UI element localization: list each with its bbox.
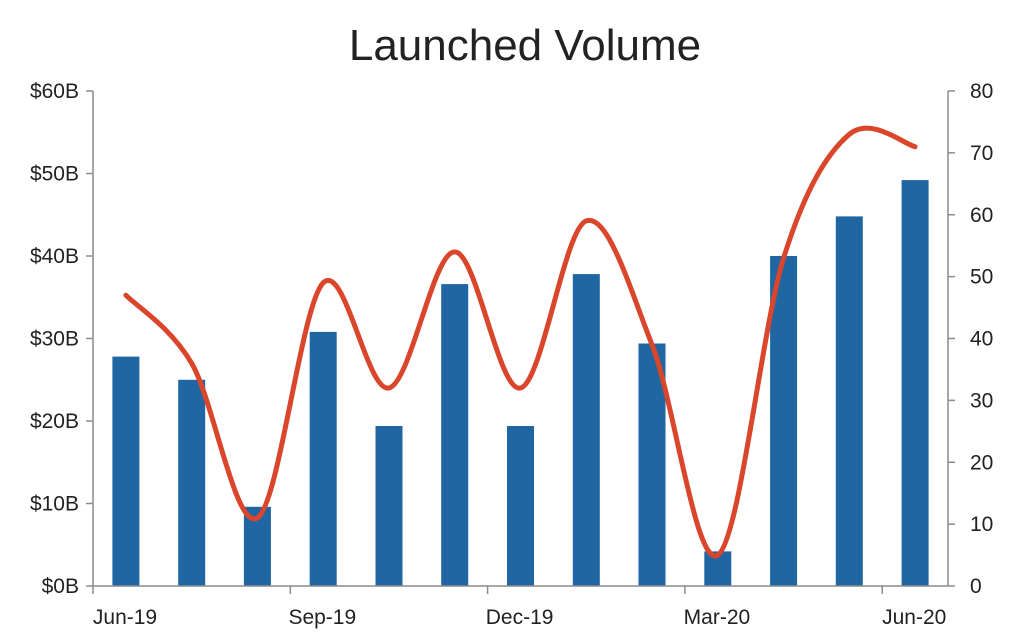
y-axis-right: 0 10 20 30 40 50 60 70 80 bbox=[948, 80, 993, 598]
y-left-tick-label: $30B bbox=[30, 328, 79, 351]
y-right-tick-label: 0 bbox=[970, 575, 982, 598]
y-right-tick-label: 30 bbox=[970, 389, 993, 412]
x-tick-label: Mar-20 bbox=[684, 606, 751, 629]
y-right-tick-label: 60 bbox=[970, 204, 993, 227]
x-tick-label: Dec-19 bbox=[486, 606, 554, 629]
y-left-tick-label: $10B bbox=[30, 493, 79, 516]
line-series bbox=[123, 125, 918, 559]
y-left-tick-label: $50B bbox=[30, 163, 79, 186]
bar-series bbox=[112, 180, 929, 587]
y-left-tick-label: $0B bbox=[42, 575, 79, 598]
y-left-tick-label: $20B bbox=[30, 410, 79, 433]
y-right-tick-label: 40 bbox=[970, 328, 993, 351]
y-right-tick-label: 70 bbox=[970, 142, 993, 165]
y-right-tick-label: 50 bbox=[970, 266, 993, 289]
bar bbox=[441, 284, 469, 586]
bar bbox=[375, 426, 403, 586]
x-axis: Jun-19 Sep-19 Dec-19 Mar-20 Jun-20 bbox=[92, 586, 946, 629]
chart-title: Launched Volume bbox=[349, 21, 701, 70]
bar bbox=[178, 379, 206, 587]
x-tick-label: Jun-20 bbox=[882, 606, 946, 629]
line-series-path bbox=[123, 125, 918, 559]
bar bbox=[112, 356, 140, 586]
y-axis-left: $0B $10B $20B $30B $40B $50B $60B bbox=[30, 80, 93, 598]
y-right-tick-label: 10 bbox=[970, 513, 993, 536]
bar bbox=[572, 274, 600, 586]
y-right-tick-label: 20 bbox=[970, 451, 993, 474]
x-tick-label: Sep-19 bbox=[288, 606, 356, 629]
bar bbox=[638, 343, 666, 586]
bar bbox=[309, 331, 337, 586]
y-right-tick-label: 80 bbox=[970, 80, 993, 103]
y-left-tick-label: $60B bbox=[30, 80, 79, 103]
bar bbox=[901, 180, 929, 586]
bar bbox=[770, 256, 798, 586]
x-tick-label: Jun-19 bbox=[93, 606, 157, 629]
bar bbox=[507, 426, 534, 586]
bar bbox=[835, 216, 863, 586]
y-left-tick-label: $40B bbox=[30, 245, 79, 268]
